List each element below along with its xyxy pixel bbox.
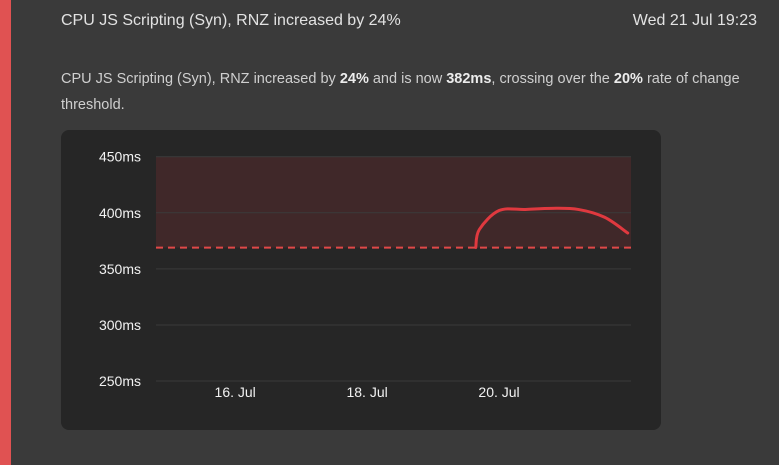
x-tick-label: 16. Jul bbox=[215, 384, 256, 400]
message-threshold: 20% bbox=[613, 71, 643, 87]
status-indicator-bar bbox=[0, 0, 11, 465]
x-tick-label: 20. Jul bbox=[478, 384, 519, 400]
alert-message: CPU JS Scripting (Syn), RNZ increased by… bbox=[61, 66, 741, 118]
message-current-value: 382ms bbox=[446, 71, 492, 87]
message-prefix: CPU JS Scripting (Syn), RNZ increased by bbox=[61, 71, 340, 87]
alert-timestamp: Wed 21 Jul 19:23 bbox=[632, 12, 757, 29]
alert-title: CPU JS Scripting (Syn), RNZ increased by… bbox=[61, 12, 401, 29]
message-middle: and is now bbox=[368, 71, 447, 87]
message-suffix: , crossing over the bbox=[491, 71, 614, 87]
y-tick-label: 250ms bbox=[99, 373, 141, 389]
metric-chart: 450ms 400ms 350ms 300ms 250ms 16. Jul 18. Jul 2… bbox=[61, 130, 661, 430]
threshold-highlight-region bbox=[156, 156, 631, 248]
y-tick-label: 400ms bbox=[99, 205, 141, 221]
y-tick-label: 350ms bbox=[99, 261, 141, 277]
x-tick-label: 18. Jul bbox=[346, 384, 387, 400]
message-increase: 24% bbox=[339, 71, 369, 87]
y-tick-label: 450ms bbox=[99, 149, 141, 165]
series-line-above-threshold bbox=[474, 206, 630, 250]
line-chart-svg: 450ms 400ms 350ms 300ms 250ms 16. Jul 18. Jul 2… bbox=[99, 149, 631, 400]
y-tick-label: 300ms bbox=[99, 317, 141, 333]
message-end: rate of change threshold. bbox=[61, 71, 740, 113]
